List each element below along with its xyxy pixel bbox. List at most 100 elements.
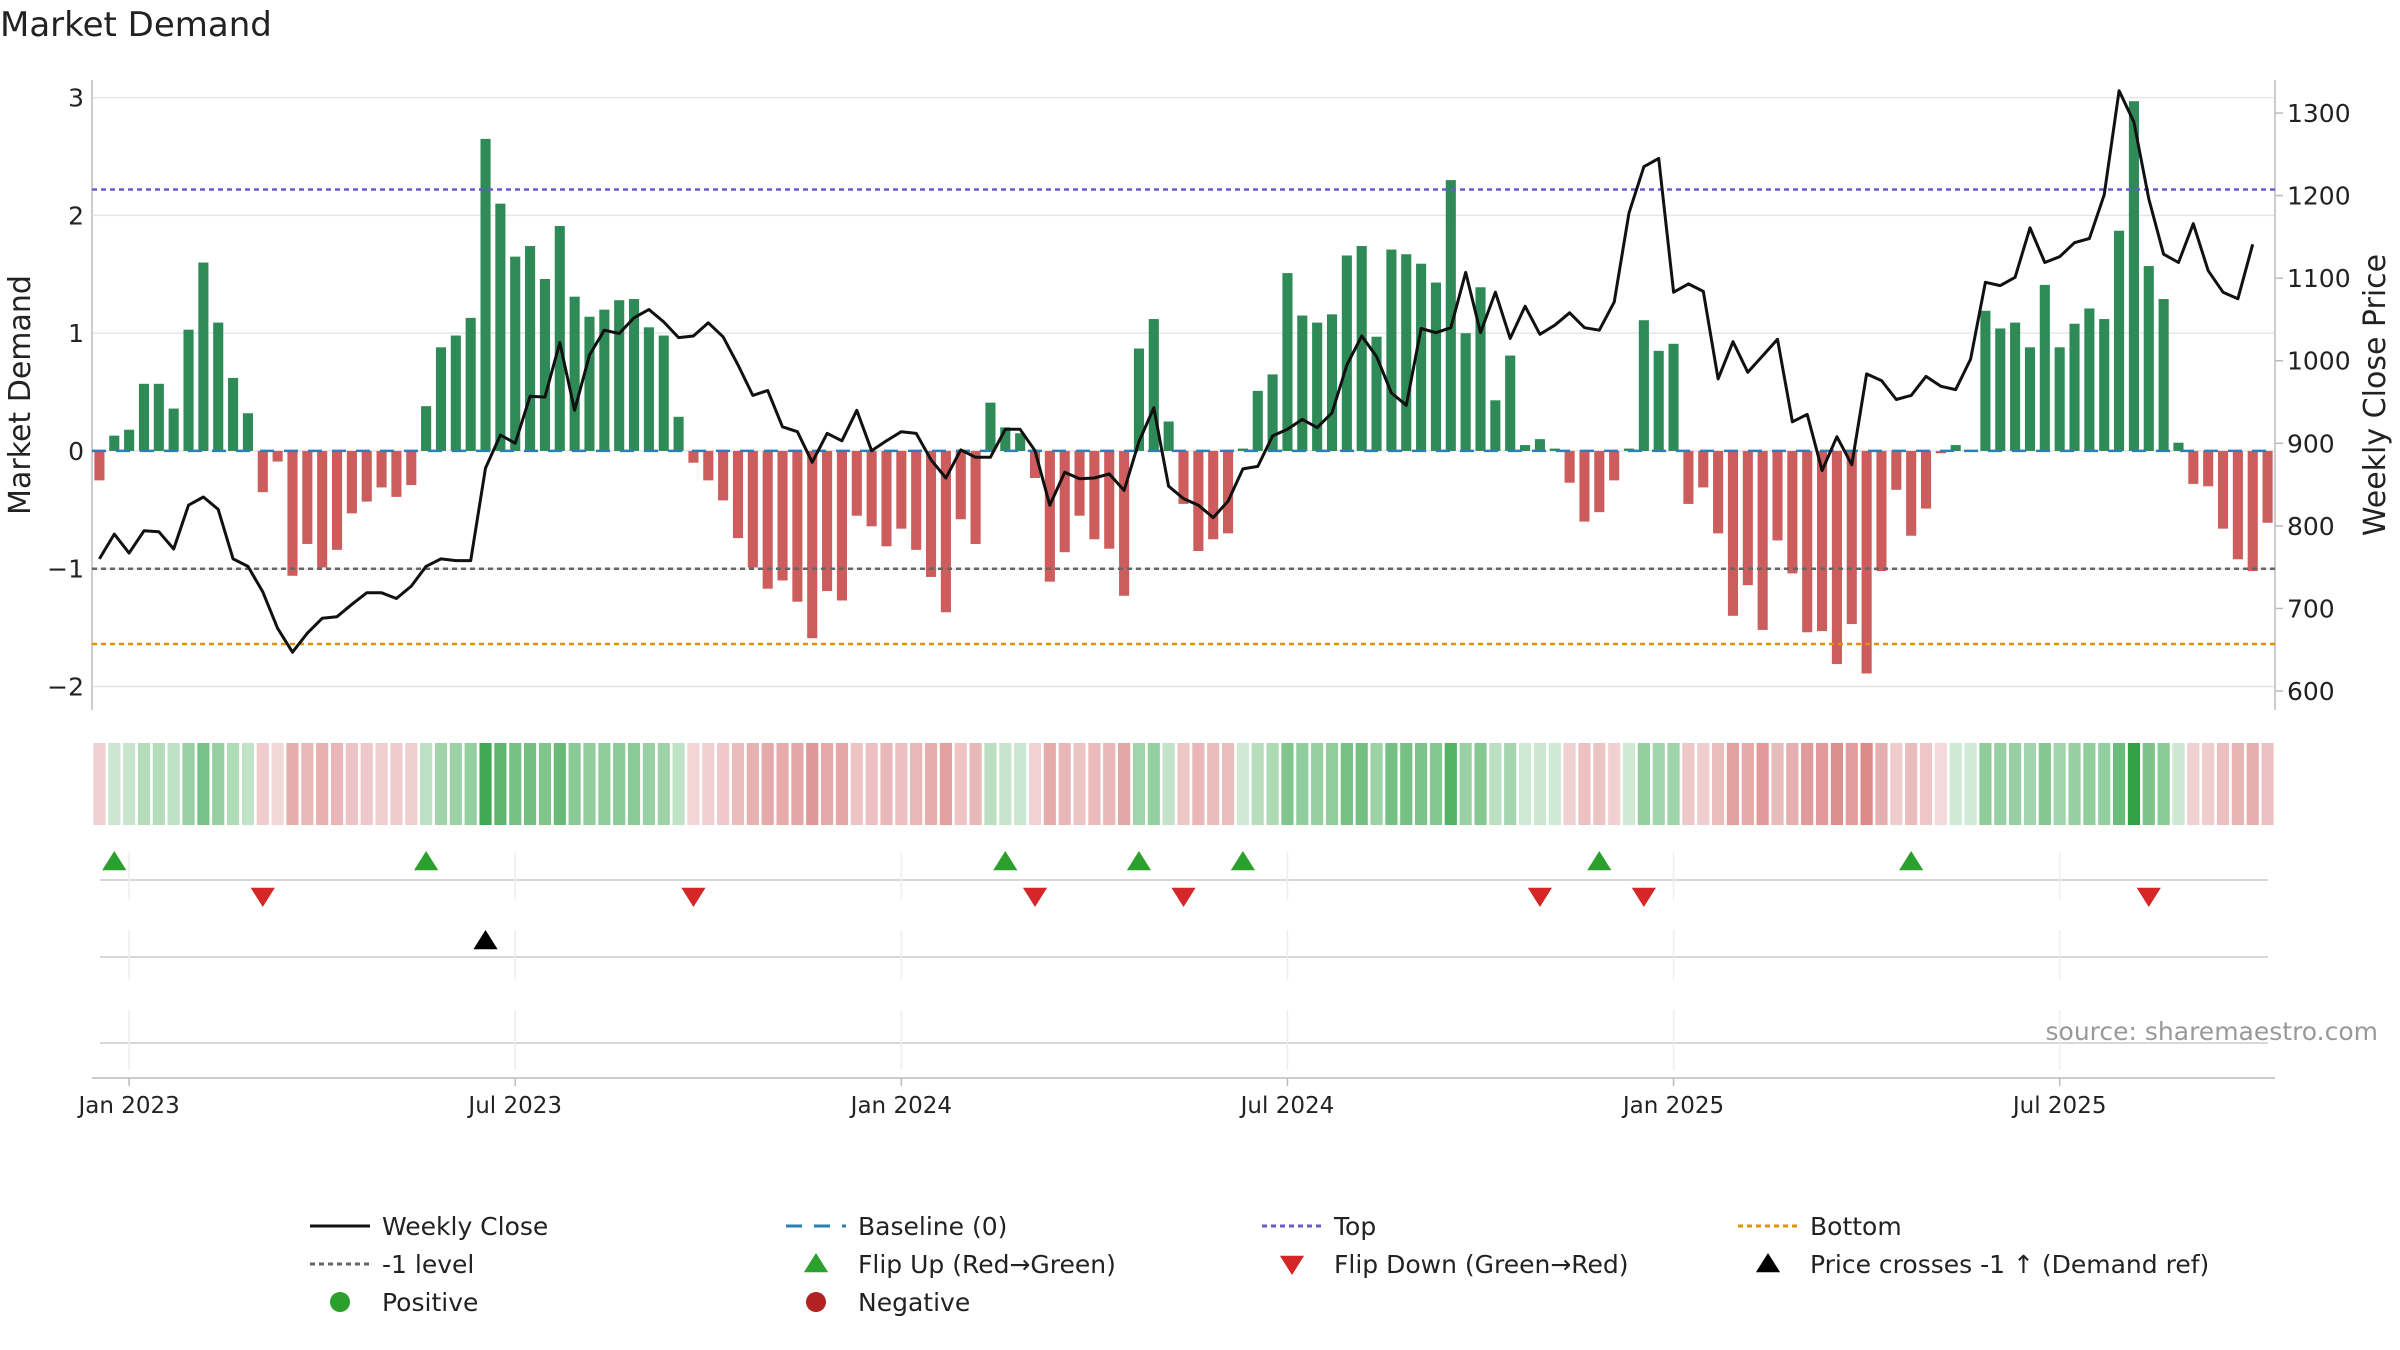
heat-strip-cell [1949, 743, 1962, 825]
heat-strip-cell [999, 743, 1012, 825]
heat-strip-cell [360, 743, 373, 825]
legend: Weekly Close Baseline (0) Top Bottom -1 leve… [310, 1212, 2209, 1317]
demand-bar [1861, 450, 1872, 674]
demand-bar [1029, 450, 1041, 479]
demand-bar [435, 347, 447, 451]
demand-bars [94, 101, 2273, 674]
legend-circle-icon [806, 1292, 826, 1312]
demand-bar [1995, 328, 2006, 451]
heat-strip-cell [1741, 743, 1754, 825]
demand-bar [138, 383, 150, 451]
heat-strip-cell [1385, 743, 1398, 825]
demand-bar [569, 296, 580, 451]
legend-label: Top [1333, 1212, 1376, 1241]
demand-bar [1564, 450, 1575, 483]
heat-strip-cell [1162, 743, 1175, 825]
heat-strip-cell [627, 743, 641, 825]
y2-tick-label: 1100 [2287, 264, 2351, 293]
heat-strip-cell [182, 743, 195, 825]
demand-bar [1237, 448, 1248, 451]
legend-label: Price crosses -1 ↑ (Demand ref) [1810, 1250, 2209, 1279]
demand-bar [1534, 439, 1545, 451]
heat-strip-cell [1994, 743, 2007, 825]
heat-strip-cell [1444, 743, 1457, 825]
demand-bar [1980, 310, 1991, 451]
heat-strip-cell [241, 743, 255, 825]
heat-strip-cell [1578, 743, 1591, 825]
demand-bar [1133, 348, 1144, 451]
heat-strip-cell [108, 743, 121, 825]
demand-bar [168, 408, 179, 451]
demand-bar [1416, 263, 1427, 451]
demand-bar [1193, 450, 1204, 552]
heat-strip-cell [2053, 743, 2066, 825]
demand-bar [1401, 254, 1412, 451]
flip-up-marker [102, 851, 127, 871]
legend-item: -1 level [310, 1250, 474, 1279]
heat-strip-cell [1355, 743, 1368, 825]
heat-strip-cell [2127, 743, 2141, 825]
heat-strip-cell [1905, 743, 1918, 825]
demand-bar [1341, 255, 1352, 451]
demand-bar [2143, 266, 2154, 451]
demand-bar [1297, 315, 1308, 451]
heat-strip-cell [1132, 743, 1146, 825]
heat-strip-cell [2142, 743, 2155, 825]
demand-bar [628, 299, 640, 451]
demand-bar [792, 450, 803, 602]
x-axis-ticks: Jan 2023 Jul 2023 Jan 2024 Jul 2024 Jan 2025… [76, 1078, 2106, 1119]
demand-bar [1282, 273, 1293, 451]
empty-panel: source: sharemaestro.com [100, 1010, 2378, 1070]
flip-down-marker [1527, 887, 1553, 907]
heat-strip-cell [1073, 743, 1086, 825]
heat-strip-cell [2009, 743, 2022, 825]
heat-strip-cell [568, 743, 581, 825]
demand-bar [94, 450, 105, 481]
heat-strip-cell [1667, 743, 1680, 825]
heat-strip-cell [316, 743, 329, 825]
demand-bar [2203, 450, 2214, 487]
heat-strip-cell [1860, 743, 1873, 825]
heat-strip-cell [1637, 743, 1650, 825]
demand-bar [2010, 322, 2021, 451]
demand-bar [1119, 450, 1130, 596]
heat-strip-cell [538, 743, 552, 825]
demand-bar [614, 300, 625, 451]
heat-strip-cell [1281, 743, 1294, 825]
heat-strip-cell [895, 743, 908, 825]
y2-tick-label: 1000 [2287, 347, 2351, 376]
demand-bar [1831, 450, 1842, 665]
flip-down-marker [250, 887, 275, 907]
heat-strip-cell [642, 743, 655, 825]
demand-bar [1653, 350, 1664, 451]
heat-strip-cell [1207, 743, 1220, 825]
heat-strip-cell [1934, 743, 1947, 825]
heat-strip-cell [1058, 743, 1071, 825]
demand-bar [346, 450, 357, 514]
heat-strip-cell [583, 743, 596, 825]
demand-bar [1549, 448, 1560, 451]
heat-strip-cell [939, 743, 952, 825]
heat-strip-cell [434, 743, 448, 825]
y-tick-label: 1 [68, 319, 84, 348]
x-tick-label: Jul 2024 [1239, 1093, 1335, 1119]
heat-strip-cell [984, 743, 997, 825]
heat-strip-cell [2038, 743, 2051, 825]
demand-bar [1891, 450, 1902, 490]
demand-bar [1163, 421, 1174, 451]
flip-up-marker [1126, 851, 1152, 871]
cross-panel-grid [128, 930, 2061, 980]
legend-item: Negative [806, 1288, 970, 1317]
heat-strip-cell [390, 743, 403, 825]
heat-strip-cell [2231, 743, 2244, 825]
y-tick-label: −2 [47, 672, 84, 701]
demand-bar [2069, 323, 2080, 451]
heat-strip-cell [1697, 743, 1710, 825]
demand-bar [1817, 450, 1828, 632]
heat-strip-cell [197, 743, 210, 825]
demand-bar [525, 246, 536, 451]
demand-bar [1846, 450, 1857, 625]
demand-bar [2247, 450, 2258, 572]
weekly-close-layer [98, 89, 2255, 654]
demand-bar [1683, 450, 1694, 504]
